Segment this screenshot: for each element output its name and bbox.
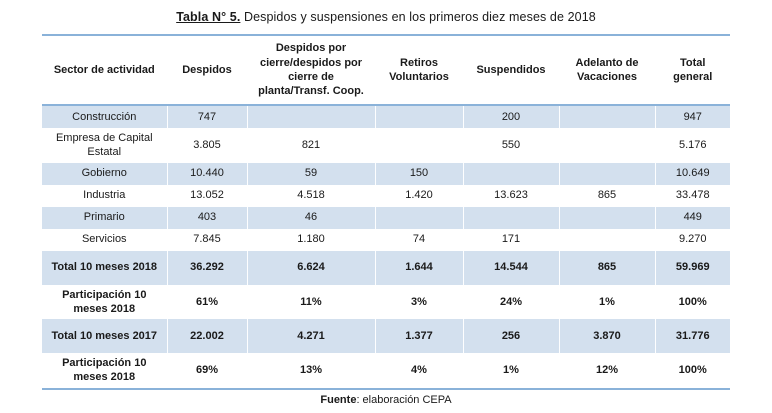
value-cell [246,105,375,128]
value-cell: 100% [654,284,730,320]
value-cell: 1% [462,353,559,389]
table-row: Industria 13.052 4.518 1.420 13.623 865 33.478 [42,184,730,207]
value-cell: 4% [374,353,463,389]
value-cell: 10.649 [654,162,730,185]
value-cell: 13.623 [462,184,559,207]
value-cell: 9.270 [654,228,730,251]
value-cell: 1.420 [374,184,463,207]
column-header: Adelanto de Vacaciones [558,35,655,106]
table-title: Tabla N° 5. Despidos y suspensiones en l… [0,0,772,24]
value-cell: 46 [246,206,375,229]
value-cell [462,206,559,229]
value-cell: 200 [462,105,559,128]
value-cell: 11% [246,284,375,320]
value-cell: 3.805 [166,128,247,163]
value-cell: 550 [462,128,559,163]
table-title-text: Despidos y suspensiones en los primeros … [240,10,596,24]
source-note-text: : elaboración CEPA [356,393,452,406]
value-cell: 61% [166,284,247,320]
value-cell: 1% [558,284,655,320]
sector-label-cell: Industria [83,189,126,202]
value-cell: 31.776 [654,319,730,354]
table-row: Participación 10 meses 2018 69% 13% 4% 1% 12%… [42,353,730,389]
column-header: Total general [654,35,730,106]
table-row: Total 10 meses 2017 22.002 4.271 1.377 256 3.… [42,319,730,354]
table-row: Total 10 meses 2018 36.292 6.624 1.644 14.54… [42,250,730,285]
value-cell: 13.052 [166,184,247,207]
value-cell: 12% [558,353,655,389]
value-cell: 13% [246,353,375,389]
value-cell: 3.870 [558,319,655,354]
value-cell [558,228,655,251]
sector-label-cell: Total 10 meses 2018 [42,250,167,285]
value-cell [558,105,655,128]
table-row: Empresa de Capital Estatal 3.805 821 550 5.1… [42,128,730,163]
value-cell: 22.002 [166,319,247,354]
table-row: Primario 403 46 449 [42,206,730,229]
data-table: Sector de actividad Despidos Despidos por … [42,34,730,390]
table-row: Servicios 7.845 1.180 74 171 9.270 [42,228,730,251]
value-cell: 1.377 [374,319,463,354]
value-cell: 150 [374,162,463,185]
value-cell: 74 [374,228,463,251]
value-cell: 10.440 [166,162,247,185]
value-cell: 1.180 [246,228,375,251]
source-note-label: Fuente [320,393,357,406]
table-title-number: Tabla N° 5. [176,10,241,24]
value-cell: 33.478 [654,184,730,207]
sector-label-cell: Construcción [42,105,167,128]
value-cell: 36.292 [166,250,247,285]
value-cell [558,162,655,185]
value-cell: 256 [462,319,559,354]
value-cell [558,206,655,229]
value-cell: 947 [654,105,730,128]
value-cell: 403 [166,206,247,229]
column-header: Despidos [166,35,247,106]
column-header: Sector de actividad [42,35,167,106]
value-cell [374,206,463,229]
table-row: Gobierno 10.440 59 150 10.649 [42,162,730,185]
sector-label-cell: Participación 10 meses 2018 [62,288,147,315]
column-header: Despidos por cierre/despidos por cierre … [246,35,375,106]
value-cell [374,105,463,128]
sector-label-cell: Total 10 meses 2017 [42,319,167,354]
sector-label-cell: Empresa de Capital Estatal [55,132,153,159]
value-cell: 7.845 [166,228,247,251]
value-cell: 4.271 [246,319,375,354]
column-header: Suspendidos [462,35,559,106]
table-header-row: Sector de actividad Despidos Despidos por … [42,35,730,106]
column-header: Retiros Voluntarios [374,35,463,106]
value-cell: 449 [654,206,730,229]
value-cell: 100% [654,353,730,389]
table-row: Participación 10 meses 2018 61% 11% 3% 24% 1%… [42,284,730,320]
value-cell: 4.518 [246,184,375,207]
sector-label-cell: Primario [42,206,167,229]
value-cell: 6.624 [246,250,375,285]
value-cell: 865 [558,184,655,207]
value-cell: 3% [374,284,463,320]
value-cell: 171 [462,228,559,251]
value-cell: 14.544 [462,250,559,285]
value-cell: 1.644 [374,250,463,285]
value-cell: 69% [166,353,247,389]
value-cell: 865 [558,250,655,285]
table-header: Sector de actividad Despidos Despidos por … [42,35,730,106]
source-note: Fuente: elaboración CEPA [0,390,772,406]
sector-label-cell: Servicios [81,233,127,246]
value-cell: 59.969 [654,250,730,285]
value-cell [462,162,559,185]
value-cell: 747 [166,105,247,128]
table-body: Construcción 747 200 947 Empresa de Capital … [42,105,730,389]
value-cell [558,128,655,163]
value-cell [374,128,463,163]
value-cell: 59 [246,162,375,185]
sector-label-cell: Gobierno [42,162,167,185]
table-row: Construcción 747 200 947 [42,105,730,128]
value-cell: 24% [462,284,559,320]
value-cell: 5.176 [654,128,730,163]
value-cell: 821 [246,128,375,163]
sector-label-cell: Participación 10 meses 2018 [62,357,147,384]
